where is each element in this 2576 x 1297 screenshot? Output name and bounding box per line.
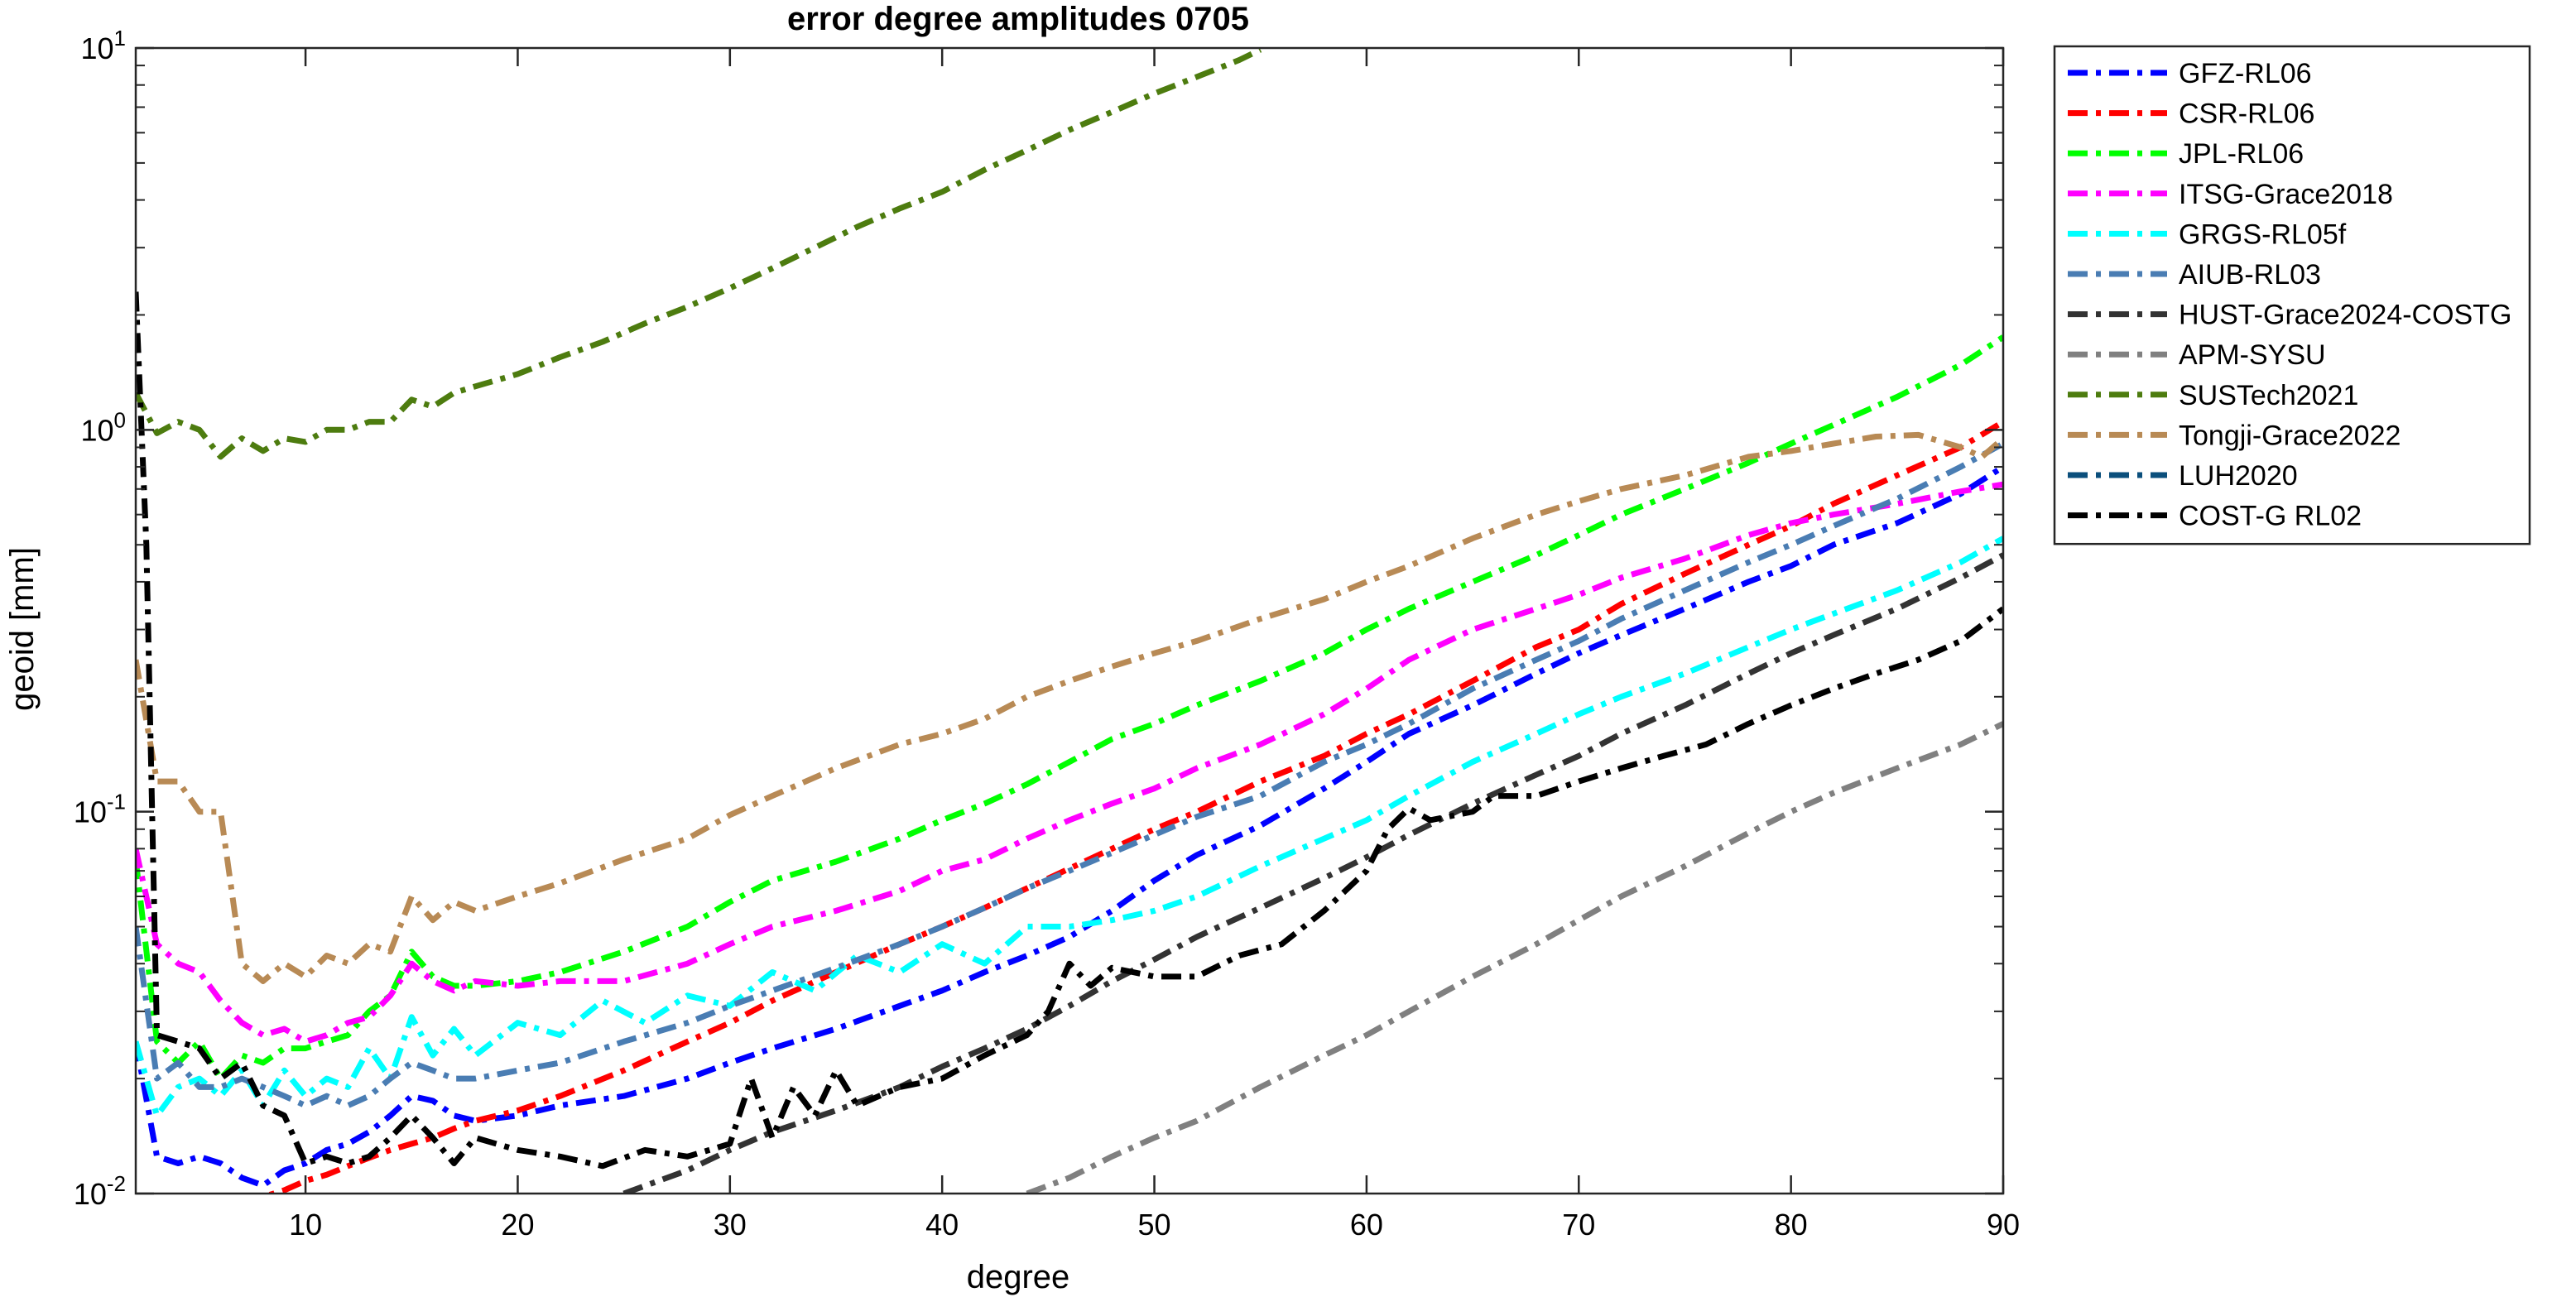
y-tick-label: 101 [80,26,126,65]
x-tick-label: 30 [714,1208,747,1242]
x-tick-label: 60 [1350,1208,1383,1242]
x-tick-label: 70 [1562,1208,1595,1242]
legend-entry-label: GFZ-RL06 [2179,58,2312,89]
series-line-gfz-rl06 [136,464,2003,1189]
legend-entry-label: HUST-Grace2024-COSTG [2179,300,2511,331]
legend-entry-label: COST-G RL02 [2179,501,2362,532]
series-line-csr-rl06 [263,419,2003,1194]
legend-entry-label: LUH2020 [2179,460,2298,492]
x-tick-label: 90 [1987,1208,2020,1242]
series-group [136,48,2003,1194]
legend-entry-label: GRGS-RL05f [2179,219,2347,250]
y-tick-label: 100 [80,407,126,447]
plot-area: 10 20 30 40 50 60 70 80 90 10-2 10-1 100 101 [74,26,2020,1242]
legend: GFZ-RL06 CSR-RL06 JPL-RL06 ITSG-Grace2018 GR… [2053,45,2531,545]
series-line-itsg-grace2018 [136,481,2003,1045]
y-axis-label: geoid [mm] [4,547,41,711]
legend-entry-label: APM-SYSU [2179,339,2326,371]
legend-entry-label: ITSG-Grace2018 [2179,179,2393,210]
legend-entry-label: AIUB-RL03 [2179,259,2321,291]
legend-entry-label: Tongji-Grace2022 [2179,420,2401,451]
x-tick-label: 40 [925,1208,959,1242]
x-tick-label: 80 [1775,1208,1808,1242]
x-tick-label: 10 [289,1208,322,1242]
legend-entry-label: SUSTech2021 [2179,380,2358,411]
legend-entry-label: CSR-RL06 [2179,98,2314,130]
series-line-grgs-rl05f [136,536,2003,1119]
legend-entry-label: JPL-RL06 [2179,138,2304,170]
x-tick-label: 20 [501,1208,534,1242]
series-line-cost-g-rl02 [136,291,2003,1170]
series-line-sustech2021 [136,48,1262,460]
chart-title: error degree amplitudes 0705 [787,1,1249,37]
legend-box [2053,45,2531,545]
series-line-jpl-rl06 [136,334,2003,1082]
x-tick-label: 50 [1138,1208,1171,1242]
y-tick-label: 10-1 [74,790,126,829]
axes-box [134,46,2005,1195]
y-tick-label: 10-2 [74,1171,126,1211]
x-axis-label: degree [967,1259,1070,1295]
